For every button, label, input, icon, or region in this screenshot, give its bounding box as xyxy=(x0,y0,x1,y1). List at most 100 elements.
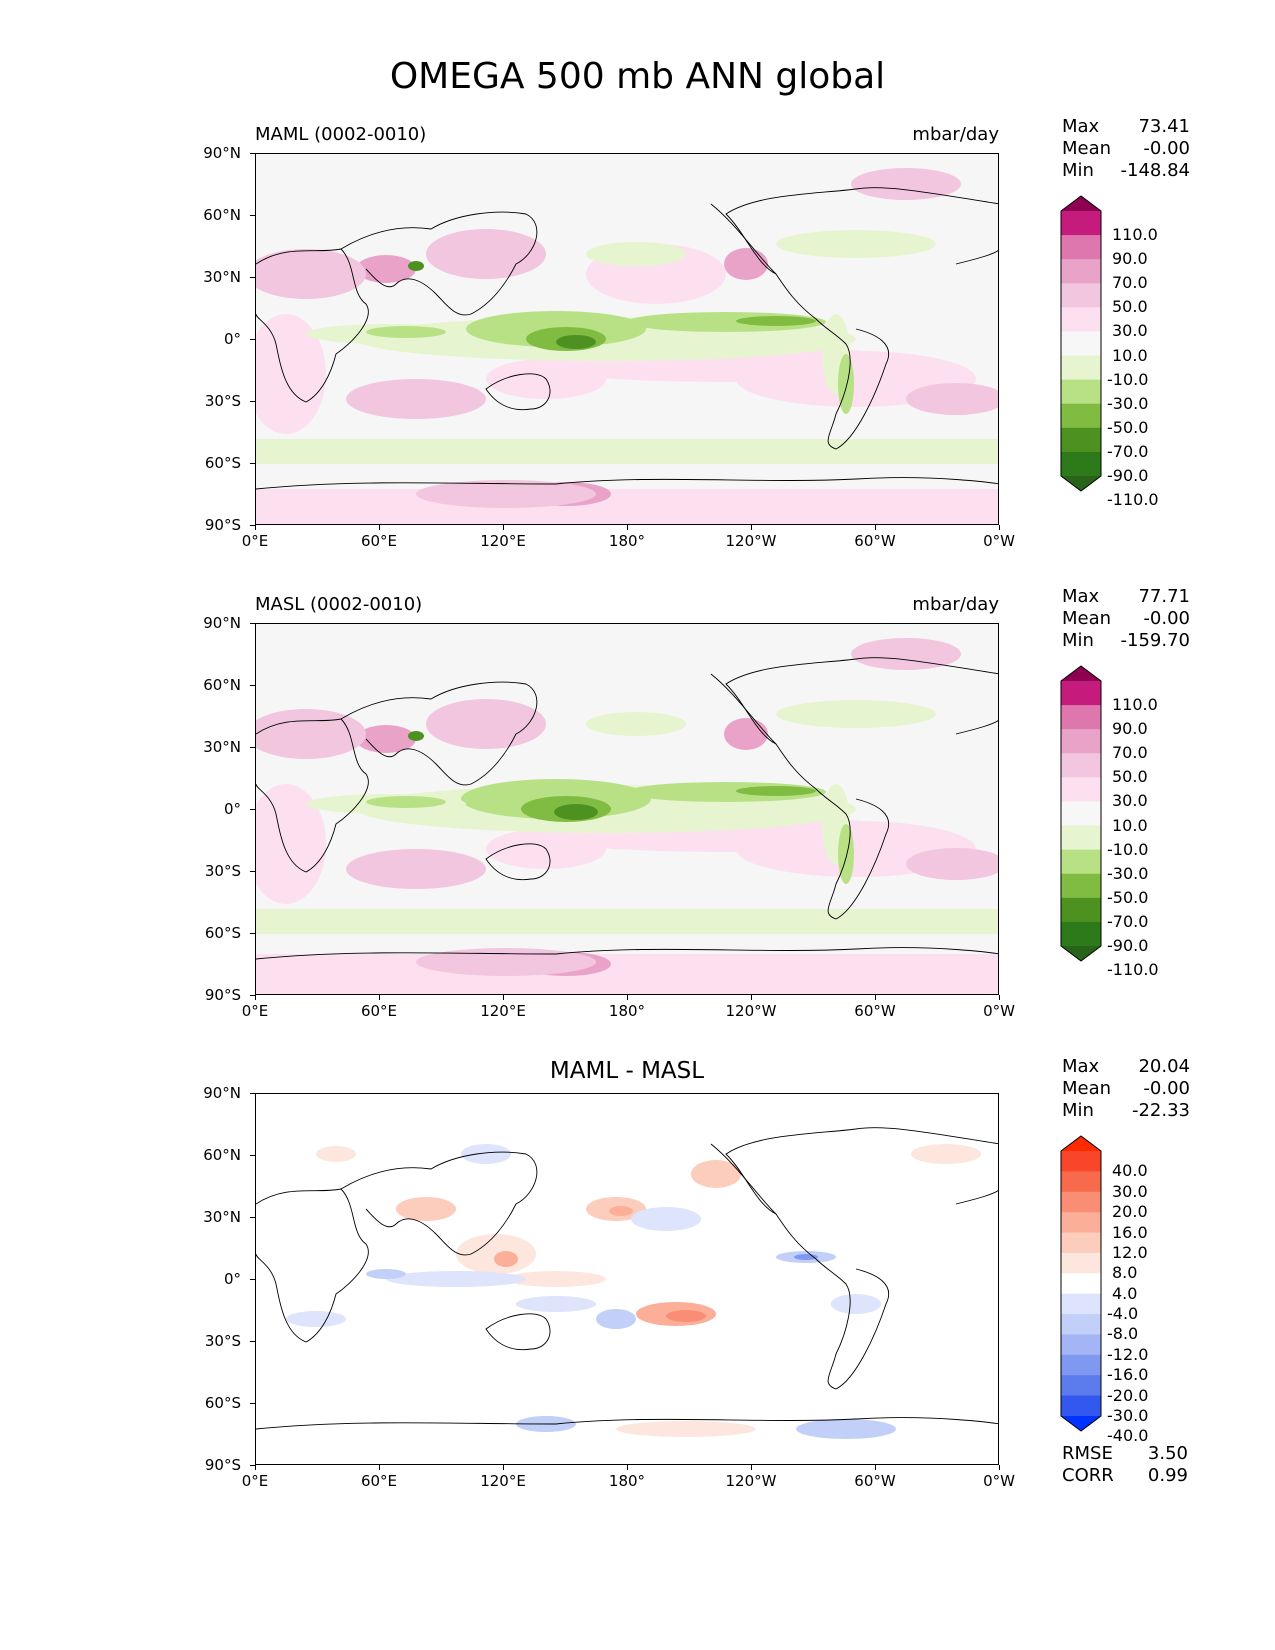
panel-2-xtick-label: 0°E xyxy=(241,1002,269,1020)
panel-1-colorbar xyxy=(1060,195,1104,492)
panel-3-xtick-label: 120°W xyxy=(725,1472,777,1490)
colorbar-tick-label: 20.0 xyxy=(1112,1202,1148,1222)
colorbar-extend-top xyxy=(1061,666,1101,681)
colorbar-band xyxy=(1061,211,1101,236)
panel-3-ytick-label: 60°S xyxy=(204,1394,241,1412)
score-value-rmse: 3.50 xyxy=(1147,1443,1188,1464)
panel-2-xtick-label: 0°W xyxy=(983,1002,1015,1020)
panel-2-ytick-label: 0° xyxy=(223,800,241,818)
colorbar-tick-label: -50.0 xyxy=(1107,417,1149,437)
panel-1-xtick-label: 0°E xyxy=(241,532,269,550)
panel-2-xtick-mark xyxy=(254,995,256,1000)
panel-2-ytick-mark xyxy=(250,746,255,748)
colorbar-tick-label: -90.0 xyxy=(1107,466,1149,485)
stat-value-mean: -0.00 xyxy=(1143,608,1190,629)
colorbar-band xyxy=(1061,825,1101,851)
stat-label-mean: Mean xyxy=(1062,1078,1112,1099)
colorbar-tick-label: 10.0 xyxy=(1112,815,1148,835)
stat-value-mean: -0.00 xyxy=(1143,138,1190,159)
colorbar-tick-label: 90.0 xyxy=(1112,249,1148,269)
colorbar-band xyxy=(1061,307,1101,332)
panel-1-xtick-mark xyxy=(254,525,256,530)
colorbar-tick-label: -40.0 xyxy=(1107,1426,1149,1446)
panel-3-ytick-label: 90°N xyxy=(203,1084,241,1102)
panel-2-ytick-mark xyxy=(250,870,255,872)
stat-value-max: 73.41 xyxy=(1138,116,1190,137)
colorbar-tick-label: 110.0 xyxy=(1112,225,1158,245)
colorbar-tick-label: 40.0 xyxy=(1112,1161,1148,1181)
stat-label-min: Min xyxy=(1062,1100,1094,1121)
panel-2-xtick-mark xyxy=(998,995,1000,1000)
score-value-corr: 0.99 xyxy=(1147,1465,1188,1486)
colorbar-band xyxy=(1061,403,1101,429)
colorbar-band xyxy=(1061,897,1101,923)
panel-3-ytick-mark xyxy=(250,1464,255,1466)
panel-1-ytick-mark xyxy=(250,214,255,216)
panel-3-ytick-label: 90°S xyxy=(204,1456,241,1474)
stat-row-max: Max 20.04 xyxy=(1062,1056,1190,1078)
colorbar-band xyxy=(1061,1171,1101,1193)
colorbar-band xyxy=(1061,1375,1101,1397)
panel-3-title: MAML - MASL xyxy=(549,1058,705,1084)
panel-2-colorbar xyxy=(1060,665,1104,962)
panel-1-ytick-mark xyxy=(250,152,255,154)
panel-2-xtick-mark xyxy=(378,995,380,1000)
colorbar-tick-label: -70.0 xyxy=(1107,911,1149,931)
colorbar-outline xyxy=(1060,195,1102,492)
colorbar-band xyxy=(1061,705,1101,730)
panel-1-ytick-mark xyxy=(250,338,255,340)
stat-label-min: Min xyxy=(1062,630,1094,651)
panel-3-xtick-label: 60°E xyxy=(360,1472,398,1490)
colorbar-band xyxy=(1061,1314,1101,1335)
panel-1-xtick-label: 0°W xyxy=(983,532,1015,550)
panel-3-xtick-mark xyxy=(502,1465,504,1470)
colorbar-tick-label: -8.0 xyxy=(1107,1324,1139,1344)
panel-3-xtick-label: 60°W xyxy=(854,1472,896,1490)
stat-value-max: 20.04 xyxy=(1138,1056,1190,1077)
colorbar-tick-label: -110.0 xyxy=(1107,960,1159,980)
panel-1-stats: Max 73.41 Mean -0.00 Min -148.84 xyxy=(1062,116,1190,182)
colorbar-band xyxy=(1061,379,1101,405)
panel-1-xtick-label: 180° xyxy=(608,532,646,550)
panel-2-xtick-mark xyxy=(874,995,876,1000)
colorbar-extend-bottom xyxy=(1061,946,1101,961)
panel-3-xtick-mark xyxy=(998,1465,1000,1470)
colorbar-tick-label: -30.0 xyxy=(1107,1406,1149,1425)
panel-1-ytick-label: 90°S xyxy=(204,516,241,534)
panel-3-ytick-mark xyxy=(250,1092,255,1094)
panel-1-xtick-mark xyxy=(998,525,1000,530)
colorbar-tick-label: 30.0 xyxy=(1112,321,1148,341)
panel-1-ytick-label: 60°N xyxy=(203,206,241,224)
panel-1-ytick-label: 30°N xyxy=(203,268,241,286)
colorbar-tick-label: -90.0 xyxy=(1107,936,1149,955)
score-label-corr: CORR xyxy=(1062,1465,1114,1486)
colorbar-tick-label: 16.0 xyxy=(1112,1222,1148,1242)
panel-3-ytick-mark xyxy=(250,1278,255,1280)
panel-1-xtick-mark xyxy=(502,525,504,530)
panel-1-ytick-label: 30°S xyxy=(204,392,241,410)
panel-2-ytick-label: 90°N xyxy=(203,614,241,632)
panel-3-xtick-mark xyxy=(254,1465,256,1470)
stat-row-min: Min -148.84 xyxy=(1062,160,1190,182)
panel-2-ytick-mark xyxy=(250,622,255,624)
panel-1-units: mbar/day xyxy=(912,124,999,145)
panel-1-ytick-label: 90°N xyxy=(203,144,241,162)
colorbar-tick-label: -10.0 xyxy=(1107,369,1149,389)
panel-3-ytick-label: 30°S xyxy=(204,1332,241,1350)
colorbar-tick-label: -30.0 xyxy=(1107,863,1149,883)
panel-1-ytick-mark xyxy=(250,400,255,402)
stat-label-max: Max xyxy=(1062,116,1100,137)
panel-2-field xyxy=(256,638,998,994)
panel-2-xtick-label: 180° xyxy=(608,1002,646,1020)
panel-1-xtick-mark xyxy=(626,525,628,530)
colorbar-band xyxy=(1061,1191,1101,1213)
panel-2-xtick-label: 120°E xyxy=(480,1002,526,1020)
colorbar-band xyxy=(1061,753,1101,778)
stat-value-mean: -0.00 xyxy=(1143,1078,1190,1099)
colorbar-band xyxy=(1061,427,1101,453)
colorbar-tick-label: 30.0 xyxy=(1112,791,1148,811)
panel-2-ytick-label: 60°S xyxy=(204,924,241,942)
stat-row-min: Min -22.33 xyxy=(1062,1100,1190,1122)
colorbar-band xyxy=(1061,849,1101,875)
colorbar-tick-label: 50.0 xyxy=(1112,297,1148,317)
